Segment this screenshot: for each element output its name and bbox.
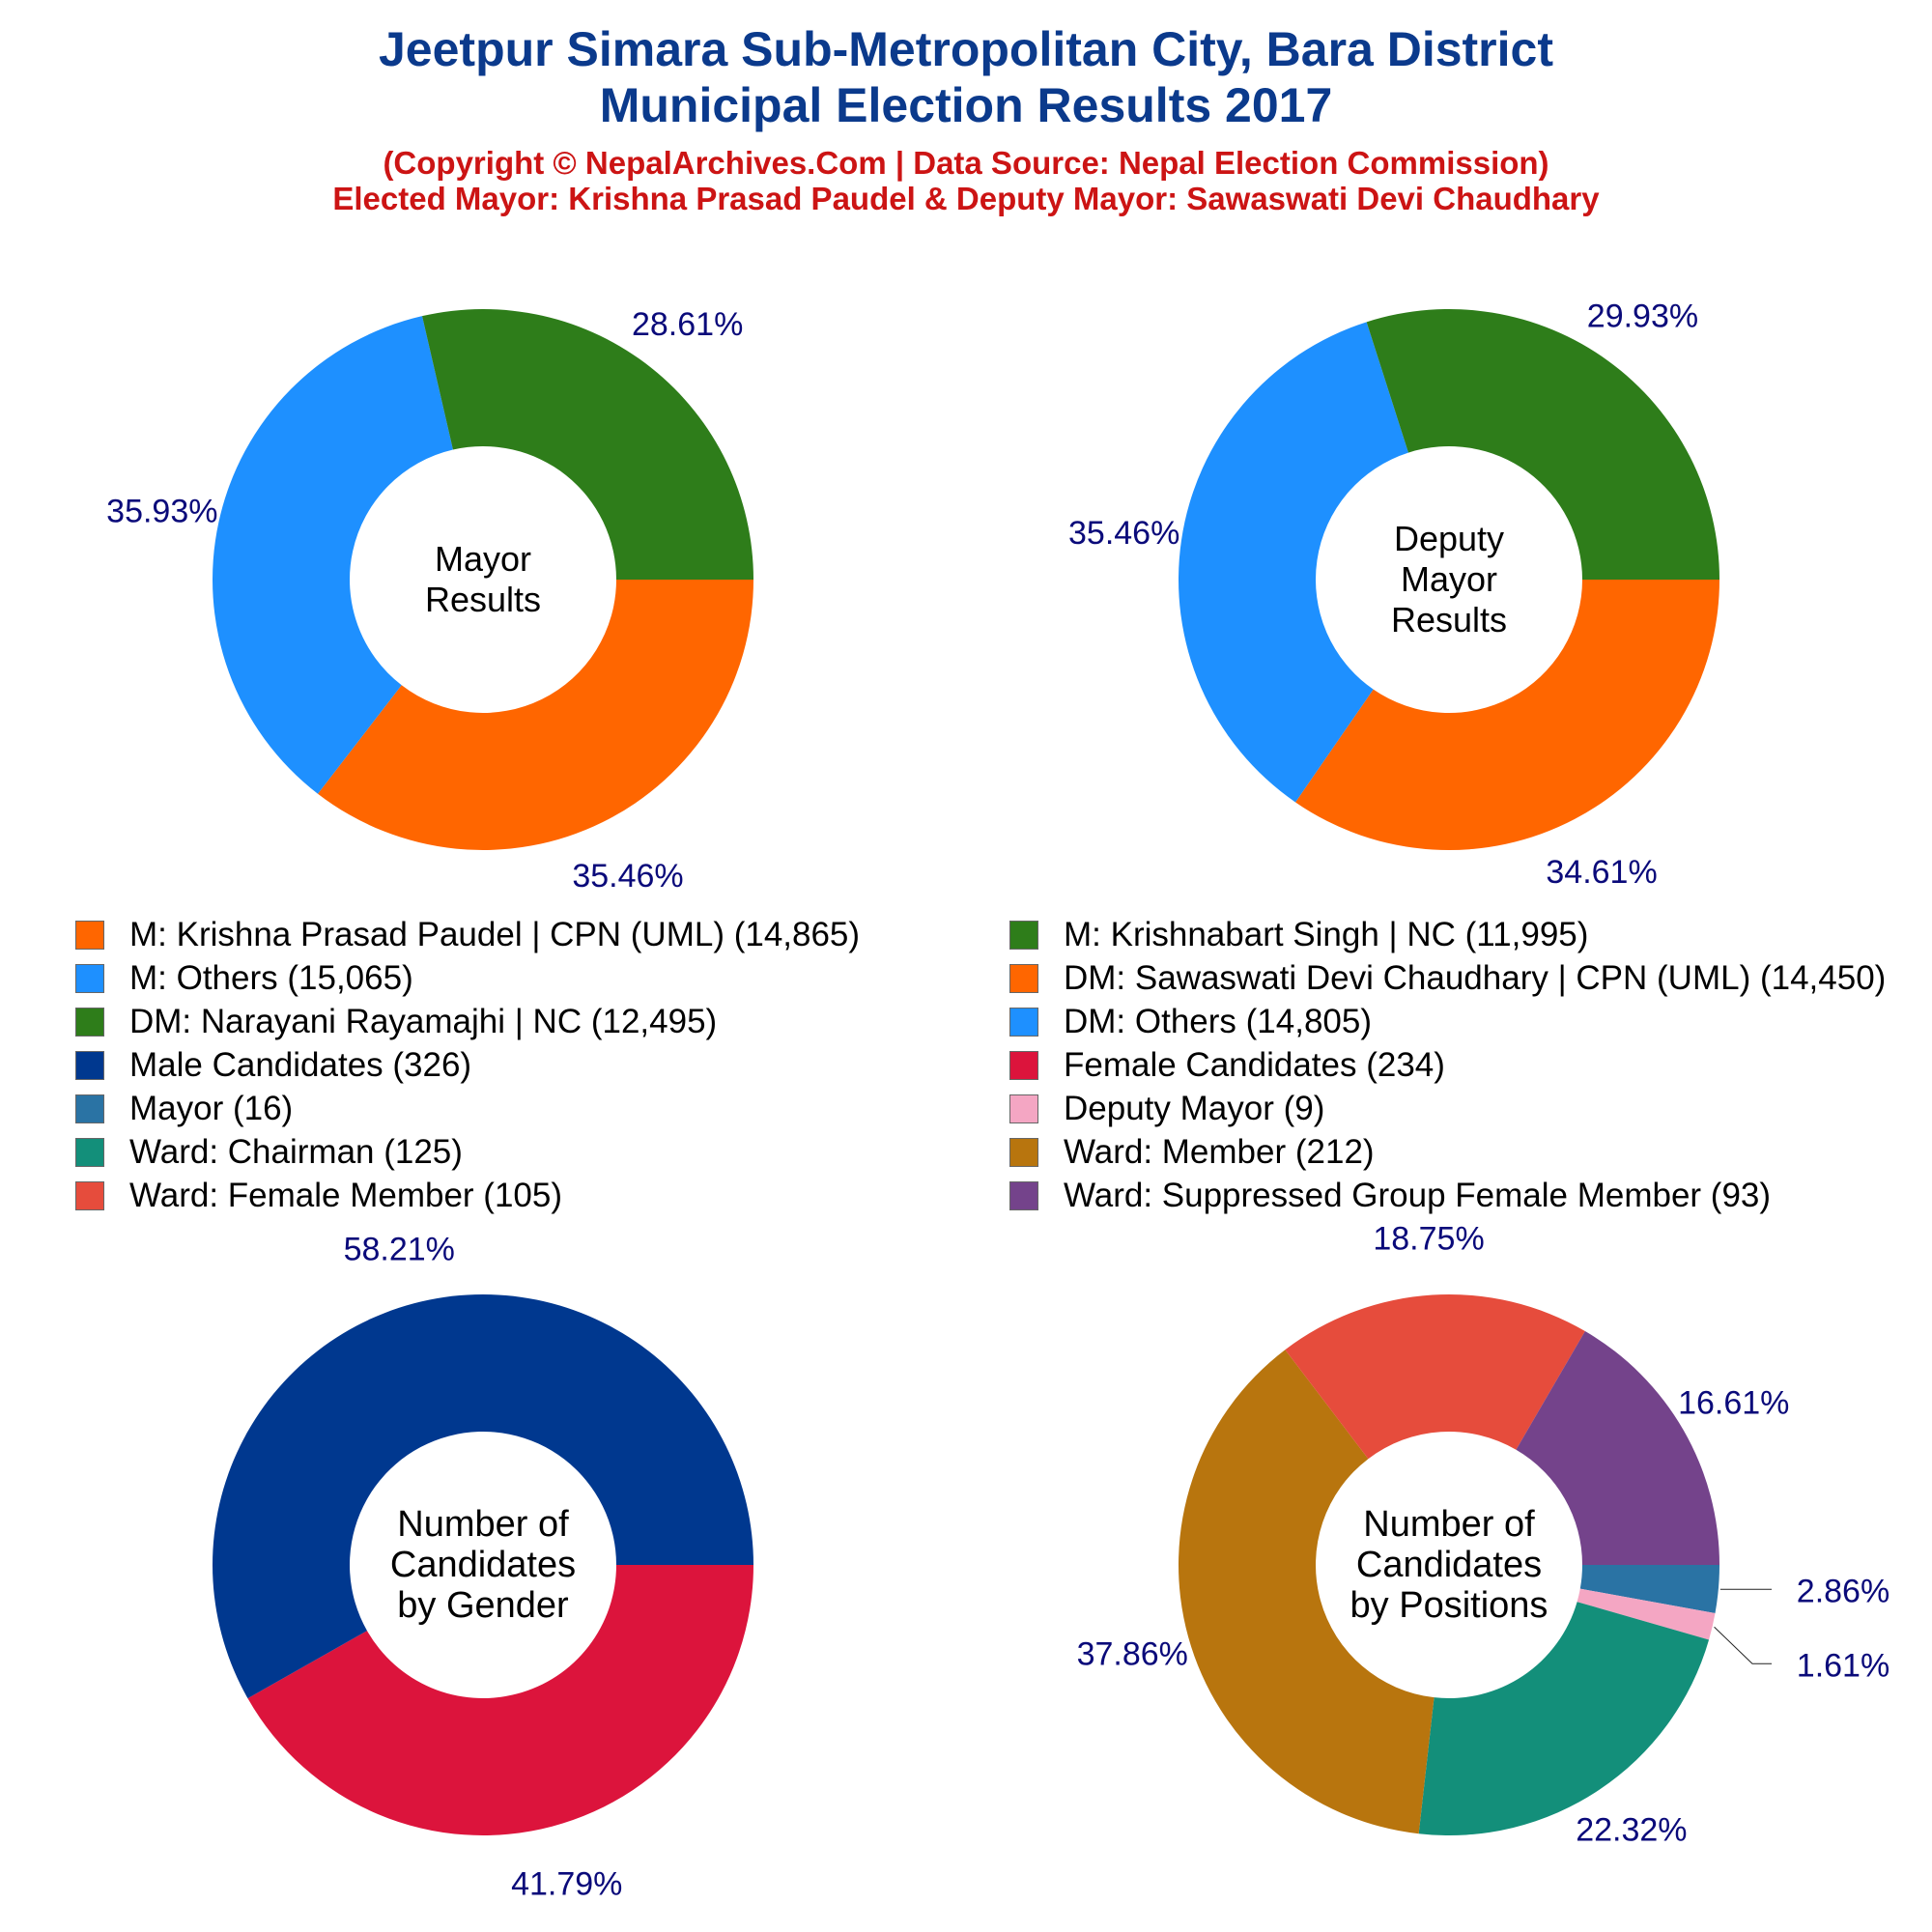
legend-item: Male Candidates (326) — [75, 1044, 471, 1087]
legend-label: DM: Sawaswati Devi Chaudhary | CPN (UML)… — [1064, 959, 1887, 997]
legend-swatch — [1009, 1051, 1038, 1080]
legend-swatch — [75, 921, 104, 950]
slice-dm-others — [1179, 322, 1408, 803]
donut-chart-2: 34.61% 35.46% 29.93% Deputy Mayor Results — [1068, 298, 1719, 891]
legend-item: Ward: Suppressed Group Female Member (93… — [1009, 1175, 1771, 1217]
legend-swatch — [75, 1181, 104, 1210]
legend-swatch — [75, 1138, 104, 1167]
donut-center-label: Number of Candidates by Gender — [390, 1504, 576, 1626]
percent-label: 35.46% — [1068, 515, 1179, 552]
legend-swatch — [75, 1008, 104, 1037]
donut-center-label: Mayor Results — [425, 539, 541, 619]
leader-line — [1714, 1626, 1772, 1664]
legend-item: M: Krishna Prasad Paudel | CPN (UML) (14… — [75, 914, 860, 956]
legend-label: Mayor (16) — [129, 1090, 294, 1127]
legend-item: Ward: Female Member (105) — [75, 1175, 562, 1217]
slice-ward-female-member — [1285, 1294, 1585, 1460]
legend-swatch — [1009, 921, 1038, 950]
donut-center-label: Number of Candidates by Positions — [1350, 1504, 1548, 1626]
legend-label: Ward: Member (212) — [1064, 1133, 1375, 1171]
donut-center-label: Deputy Mayor Results — [1391, 519, 1507, 639]
percent-label: 2.86% — [1797, 1573, 1889, 1609]
legend-label: Ward: Female Member (105) — [129, 1177, 562, 1214]
slice-m-krishnabart-singh-nc — [422, 308, 753, 580]
legend-label: Deputy Mayor (9) — [1064, 1090, 1325, 1127]
slice-ward-member — [1178, 1350, 1435, 1834]
legend-item: Female Candidates (234) — [1009, 1044, 1445, 1087]
legend-item: DM: Narayani Rayamajhi | NC (12,495) — [75, 1001, 717, 1043]
chart-title-line2: Municipal Election Results 2017 — [599, 78, 1333, 132]
slice-dm-sawaswati-devi-chaudhary-cpn-uml — [1295, 580, 1719, 851]
percent-label: 58.21% — [344, 1231, 455, 1267]
percent-label: 18.75% — [1373, 1221, 1484, 1258]
percent-label: 29.93% — [1587, 298, 1698, 334]
legend-label: M: Krishna Prasad Paudel | CPN (UML) (14… — [129, 916, 861, 953]
legend-label: Male Candidates (326) — [129, 1046, 472, 1084]
slice-deputy-mayor — [1577, 1588, 1716, 1640]
donut-chart-1: 35.46% 35.93% 28.61% Mayor Results — [106, 306, 753, 895]
slice-m-krishna-prasad-paudel-cpn-uml — [317, 580, 753, 850]
legend: M: Krishna Prasad Paudel | CPN (UML) (14… — [0, 914, 1932, 1223]
percent-label: 35.46% — [572, 858, 683, 895]
legend-label: Ward: Suppressed Group Female Member (93… — [1064, 1177, 1772, 1214]
legend-item: Ward: Chairman (125) — [75, 1131, 463, 1174]
slice-ward-suppressed-group-female-member — [1516, 1331, 1719, 1565]
legend-label: DM: Others (14,805) — [1064, 1003, 1372, 1040]
percent-label: 41.79% — [511, 1866, 622, 1903]
copyright-subtitle: (Copyright © NepalArchives.Com | Data So… — [383, 145, 1549, 181]
legend-item: M: Others (15,065) — [75, 957, 413, 1000]
percent-label: 16.61% — [1678, 1385, 1789, 1422]
slice-female-candidates — [247, 1565, 753, 1835]
percent-label: 35.93% — [106, 493, 217, 529]
percent-label: 28.61% — [632, 306, 743, 343]
legend-label: Ward: Chairman (125) — [129, 1133, 463, 1171]
legend-item: DM: Others (14,805) — [1009, 1001, 1372, 1043]
legend-item: DM: Sawaswati Devi Chaudhary | CPN (UML)… — [1009, 957, 1886, 1000]
percent-label: 34.61% — [1546, 854, 1657, 891]
legend-swatch — [1009, 964, 1038, 993]
legend-swatch — [1009, 1181, 1038, 1210]
legend-swatch — [75, 1094, 104, 1123]
legend-label: M: Krishnabart Singh | NC (11,995) — [1064, 916, 1589, 953]
legend-label: Female Candidates (234) — [1064, 1046, 1445, 1084]
legend-item: M: Krishnabart Singh | NC (11,995) — [1009, 914, 1588, 956]
legend-swatch — [75, 1051, 104, 1080]
legend-item: Ward: Member (212) — [1009, 1131, 1375, 1174]
legend-swatch — [1009, 1094, 1038, 1123]
legend-swatch — [75, 964, 104, 993]
legend-swatch — [1009, 1138, 1038, 1167]
donut-chart-3: 41.79% 58.21% Number of Candidates by Gender — [213, 1231, 753, 1903]
slice-dm-narayani-rayamajhi-nc — [1366, 309, 1719, 580]
legend-item: Deputy Mayor (9) — [1009, 1088, 1324, 1130]
slice-ward-chairman — [1418, 1602, 1710, 1835]
slice-male-candidates — [213, 1294, 753, 1699]
percent-label: 22.32% — [1576, 1812, 1687, 1849]
legend-label: M: Others (15,065) — [129, 959, 413, 997]
chart-title-line1: Jeetpur Simara Sub-Metropolitan City, Ba… — [379, 22, 1553, 76]
slice-mayor — [1579, 1565, 1719, 1613]
slice-m-others — [213, 316, 453, 794]
percent-label: 37.86% — [1077, 1635, 1188, 1672]
legend-swatch — [1009, 1008, 1038, 1037]
legend-item: Mayor (16) — [75, 1088, 293, 1130]
legend-label: DM: Narayani Rayamajhi | NC (12,495) — [129, 1003, 718, 1040]
percent-label: 1.61% — [1797, 1647, 1889, 1684]
elected-subtitle: Elected Mayor: Krishna Prasad Paudel & D… — [332, 181, 1600, 216]
donut-chart-4: 2.86% 1.61% 22.32% 37.86% 18.75% 16.61% Number… — [1077, 1221, 1890, 1849]
